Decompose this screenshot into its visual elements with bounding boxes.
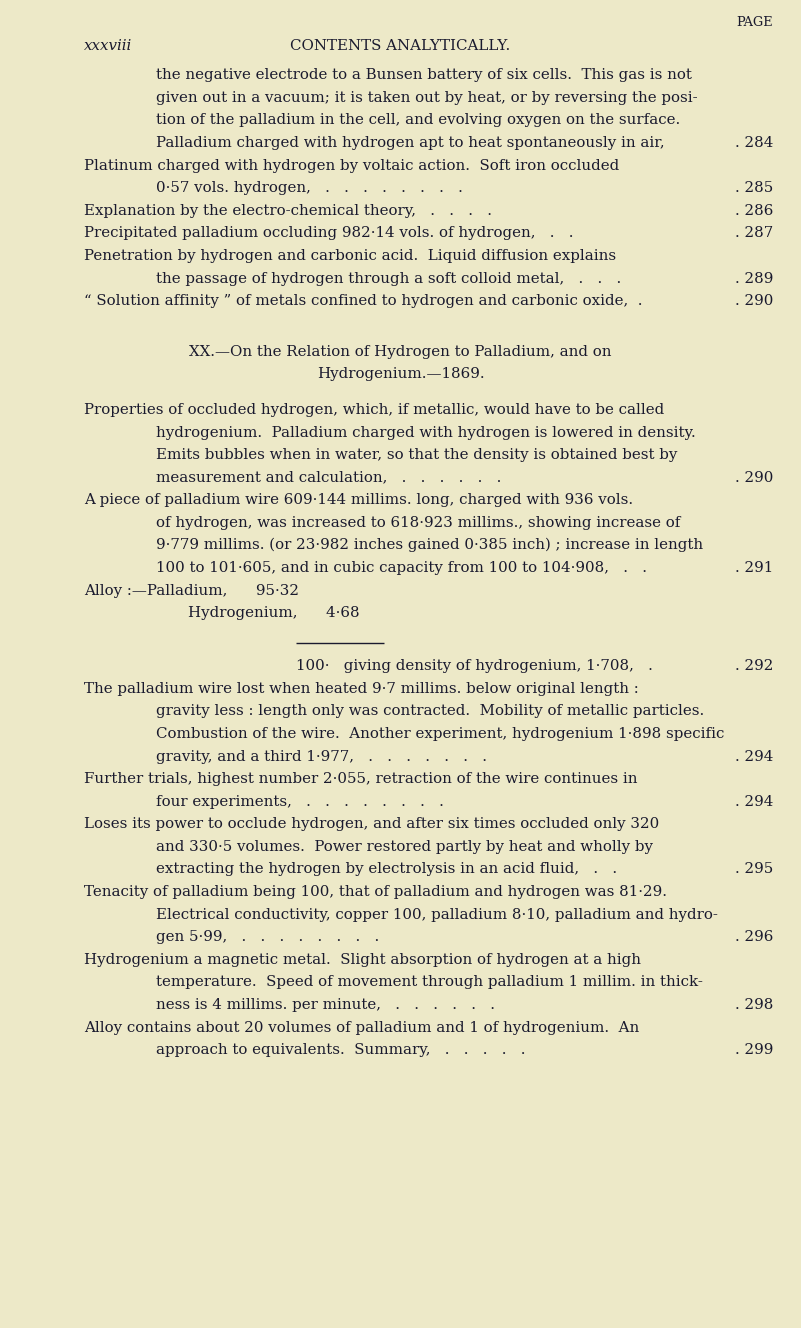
Text: of hydrogen, was increased to 618·923 millims., showing increase of: of hydrogen, was increased to 618·923 mi… bbox=[156, 515, 681, 530]
Text: measurement and calculation,   .   .   .   .   .   .: measurement and calculation, . . . . . . bbox=[156, 470, 501, 485]
Text: . 284: . 284 bbox=[735, 135, 773, 150]
Text: Loses its power to occlude hydrogen, and after six times occluded only 320: Loses its power to occlude hydrogen, and… bbox=[84, 817, 659, 831]
Text: . 287: . 287 bbox=[735, 226, 773, 240]
Text: . 286: . 286 bbox=[735, 203, 773, 218]
Text: Alloy :—Palladium,      95·32: Alloy :—Palladium, 95·32 bbox=[84, 583, 299, 598]
Text: . 292: . 292 bbox=[735, 659, 773, 673]
Text: temperature.  Speed of movement through palladium 1 millim. in thick-: temperature. Speed of movement through p… bbox=[156, 975, 703, 989]
Text: A piece of palladium wire 609·144 millims. long, charged with 936 vols.: A piece of palladium wire 609·144 millim… bbox=[84, 493, 634, 507]
Text: gravity less : length only was contracted.  Mobility of metallic particles.: gravity less : length only was contracte… bbox=[156, 704, 704, 718]
Text: ness is 4 millims. per minute,   .   .   .   .   .   .: ness is 4 millims. per minute, . . . . .… bbox=[156, 997, 495, 1012]
Text: “ Solution affinity ” of metals confined to hydrogen and carbonic oxide,  .: “ Solution affinity ” of metals confined… bbox=[84, 293, 642, 308]
Text: Hydrogenium,      4·68: Hydrogenium, 4·68 bbox=[188, 606, 360, 620]
Text: 100·   giving density of hydrogenium, 1·708,   .: 100· giving density of hydrogenium, 1·70… bbox=[296, 659, 654, 673]
Text: . 291: . 291 bbox=[735, 560, 773, 575]
Text: tion of the palladium in the cell, and evolving oxygen on the surface.: tion of the palladium in the cell, and e… bbox=[156, 113, 680, 127]
Text: Properties of occluded hydrogen, which, if metallic, would have to be called: Properties of occluded hydrogen, which, … bbox=[84, 402, 664, 417]
Text: Alloy contains about 20 volumes of palladium and 1 of hydrogenium.  An: Alloy contains about 20 volumes of palla… bbox=[84, 1020, 639, 1035]
Text: xxxviii: xxxviii bbox=[84, 39, 132, 53]
Text: Electrical conductivity, copper 100, palladium 8·10, palladium and hydro-: Electrical conductivity, copper 100, pal… bbox=[156, 907, 718, 922]
Text: approach to equivalents.  Summary,   .   .   .   .   .: approach to equivalents. Summary, . . . … bbox=[156, 1042, 525, 1057]
Text: . 289: . 289 bbox=[735, 271, 773, 286]
Text: hydrogenium.  Palladium charged with hydrogen is lowered in density.: hydrogenium. Palladium charged with hydr… bbox=[156, 425, 696, 440]
Text: Tenacity of palladium being 100, that of palladium and hydrogen was 81·29.: Tenacity of palladium being 100, that of… bbox=[84, 884, 667, 899]
Text: gen 5·99,   .   .   .   .   .   .   .   .: gen 5·99, . . . . . . . . bbox=[156, 930, 380, 944]
Text: extracting the hydrogen by electrolysis in an acid fluid,   .   .: extracting the hydrogen by electrolysis … bbox=[156, 862, 618, 876]
Text: The palladium wire lost when heated 9·7 millims. below original length :: The palladium wire lost when heated 9·7 … bbox=[84, 681, 639, 696]
Text: Explanation by the electro-chemical theory,   .   .   .   .: Explanation by the electro-chemical theo… bbox=[84, 203, 492, 218]
Text: 100 to 101·605, and in cubic capacity from 100 to 104·908,   .   .: 100 to 101·605, and in cubic capacity fr… bbox=[156, 560, 647, 575]
Text: given out in a vacuum; it is taken out by heat, or by reversing the posi-: given out in a vacuum; it is taken out b… bbox=[156, 90, 698, 105]
Text: Penetration by hydrogen and carbonic acid.  Liquid diffusion explains: Penetration by hydrogen and carbonic aci… bbox=[84, 248, 616, 263]
Text: Precipitated palladium occluding 982·14 vols. of hydrogen,   .   .: Precipitated palladium occluding 982·14 … bbox=[84, 226, 574, 240]
Text: four experiments,   .   .   .   .   .   .   .   .: four experiments, . . . . . . . . bbox=[156, 794, 444, 809]
Text: the negative electrode to a Bunsen battery of six cells.  This gas is not: the negative electrode to a Bunsen batte… bbox=[156, 68, 692, 82]
Text: PAGE: PAGE bbox=[736, 16, 773, 29]
Text: Hydrogenium a magnetic metal.  Slight absorption of hydrogen at a high: Hydrogenium a magnetic metal. Slight abs… bbox=[84, 952, 641, 967]
Text: . 290: . 290 bbox=[735, 293, 773, 308]
Text: . 294: . 294 bbox=[735, 794, 773, 809]
Text: and 330·5 volumes.  Power restored partly by heat and wholly by: and 330·5 volumes. Power restored partly… bbox=[156, 839, 653, 854]
Text: Platinum charged with hydrogen by voltaic action.  Soft iron occluded: Platinum charged with hydrogen by voltai… bbox=[84, 158, 619, 173]
Text: . 299: . 299 bbox=[735, 1042, 773, 1057]
Text: XX.—On the Relation of Hydrogen to Palladium, and on: XX.—On the Relation of Hydrogen to Palla… bbox=[189, 344, 612, 359]
Text: CONTENTS ANALYTICALLY.: CONTENTS ANALYTICALLY. bbox=[291, 39, 510, 53]
Text: Further trials, highest number 2·055, retraction of the wire continues in: Further trials, highest number 2·055, re… bbox=[84, 772, 638, 786]
Text: . 290: . 290 bbox=[735, 470, 773, 485]
Text: Emits bubbles when in water, so that the density is obtained best by: Emits bubbles when in water, so that the… bbox=[156, 448, 678, 462]
Text: . 294: . 294 bbox=[735, 749, 773, 764]
Text: Combustion of the wire.  Another experiment, hydrogenium 1·898 specific: Combustion of the wire. Another experime… bbox=[156, 726, 725, 741]
Text: . 285: . 285 bbox=[735, 181, 773, 195]
Text: 9·779 millims. (or 23·982 inches gained 0·385 inch) ; increase in length: 9·779 millims. (or 23·982 inches gained … bbox=[156, 538, 703, 552]
Text: . 295: . 295 bbox=[735, 862, 773, 876]
Text: . 296: . 296 bbox=[735, 930, 773, 944]
Text: Palladium charged with hydrogen apt to heat spontaneously in air,: Palladium charged with hydrogen apt to h… bbox=[156, 135, 665, 150]
Text: 0·57 vols. hydrogen,   .   .   .   .   .   .   .   .: 0·57 vols. hydrogen, . . . . . . . . bbox=[156, 181, 463, 195]
Text: . 298: . 298 bbox=[735, 997, 773, 1012]
Text: Hydrogenium.—1869.: Hydrogenium.—1869. bbox=[316, 367, 485, 381]
Text: gravity, and a third 1·977,   .   .   .   .   .   .   .: gravity, and a third 1·977, . . . . . . … bbox=[156, 749, 487, 764]
Text: the passage of hydrogen through a soft colloid metal,   .   .   .: the passage of hydrogen through a soft c… bbox=[156, 271, 622, 286]
